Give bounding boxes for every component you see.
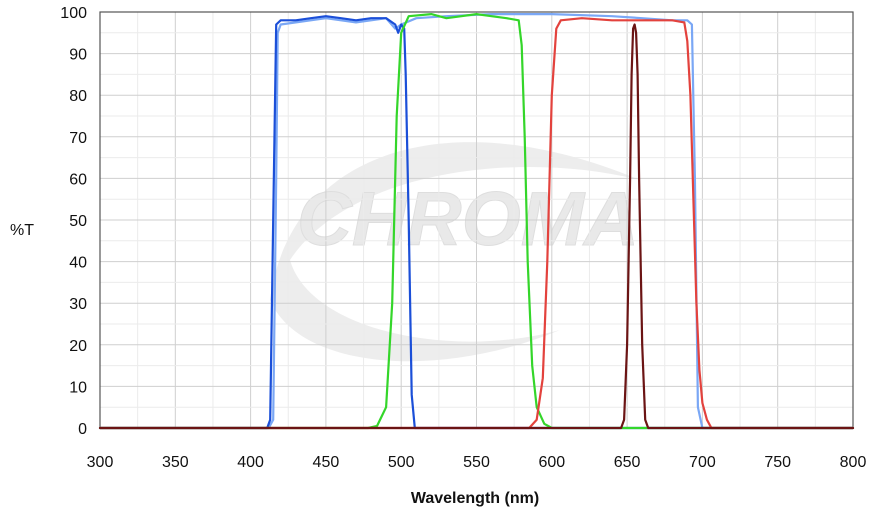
series-line-4	[98, 17, 855, 430]
x-tick-labels: 300 350 400 450 500 550 600 650 700 750 800	[87, 454, 867, 471]
x-tick-label: 300	[87, 454, 114, 471]
y-tick-label: 10	[69, 379, 87, 396]
series-line-5	[98, 23, 855, 430]
series-line-2	[98, 15, 855, 430]
y-tick-labels: 0 10 20 30 40 50 60 70 80 90 100	[60, 5, 87, 438]
x-tick-label: 800	[840, 454, 867, 471]
x-tick-label: 350	[162, 454, 189, 471]
x-tick-label: 700	[689, 454, 716, 471]
y-tick-label: 0	[78, 421, 87, 438]
x-axis-title: Wavelength (nm)	[411, 490, 539, 507]
y-tick-label: 80	[69, 88, 87, 105]
y-tick-label: 20	[69, 338, 87, 355]
y-tick-label: 70	[69, 130, 87, 147]
x-tick-label: 400	[237, 454, 264, 471]
y-tick-label: 40	[69, 255, 87, 272]
grid	[99, 11, 854, 429]
x-tick-label: 500	[388, 454, 415, 471]
series-line-1	[98, 13, 855, 430]
x-tick-label: 650	[614, 454, 641, 471]
y-axis-title: %T	[10, 222, 34, 239]
y-tick-label: 100	[60, 5, 87, 22]
series-group	[98, 13, 855, 430]
x-tick-label: 600	[538, 454, 565, 471]
y-tick-label: 60	[69, 171, 87, 188]
y-tick-label: 50	[69, 213, 87, 230]
series-line-3	[98, 13, 855, 430]
watermark-logo: CHROMA	[270, 142, 640, 362]
watermark-text: CHROMA	[297, 177, 639, 262]
y-tick-label: 30	[69, 296, 87, 313]
x-tick-label: 450	[313, 454, 340, 471]
watermark-swoosh	[270, 142, 640, 362]
x-tick-label: 550	[463, 454, 490, 471]
x-tick-label: 750	[764, 454, 791, 471]
y-tick-label: 90	[69, 47, 87, 64]
